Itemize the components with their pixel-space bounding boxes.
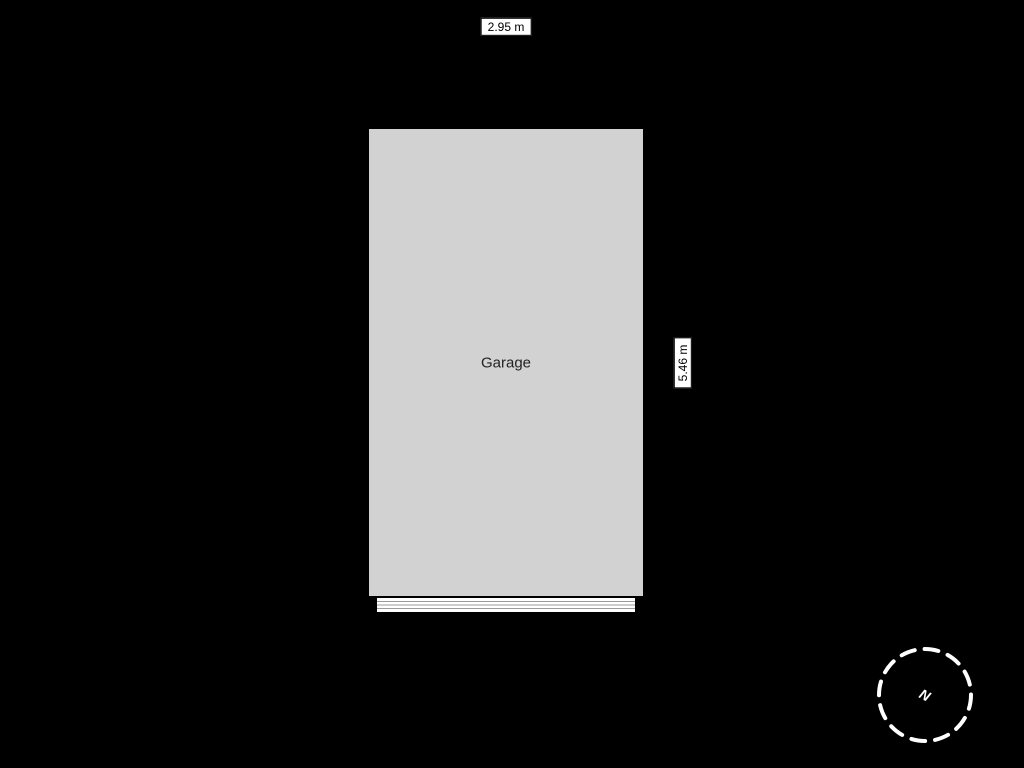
dim-width-tick-right — [533, 23, 535, 31]
room-garage: Garage — [367, 127, 645, 598]
dim-width-label: 2.95 m — [481, 18, 532, 36]
compass-icon: N — [873, 643, 977, 747]
svg-text:N: N — [917, 686, 934, 705]
dim-width-tick-left — [477, 23, 479, 31]
dim-height-label: 5.46 m — [674, 338, 692, 389]
room-label: Garage — [481, 354, 531, 371]
garage-door — [377, 598, 635, 612]
dim-height-tick-top — [679, 334, 687, 336]
floorplan-canvas: Garage 2.95 m 5.46 m N — [0, 0, 1024, 768]
dim-height-tick-bottom — [679, 390, 687, 392]
